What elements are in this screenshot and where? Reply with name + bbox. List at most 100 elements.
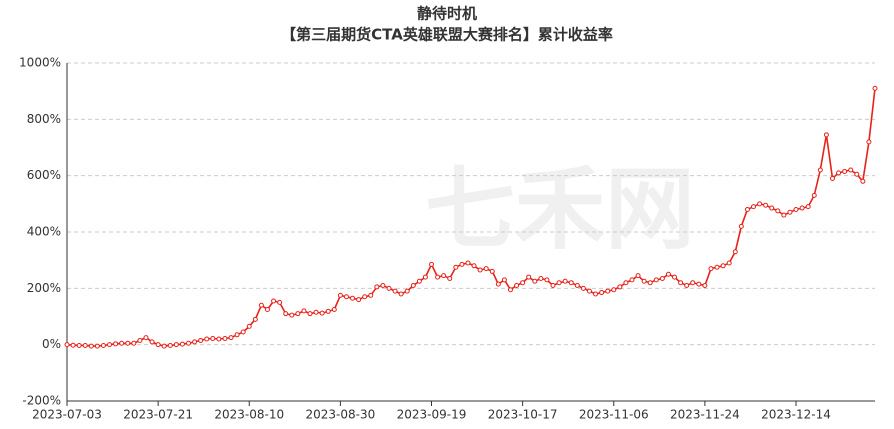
data-point xyxy=(811,192,817,198)
data-point xyxy=(362,294,368,300)
data-point xyxy=(580,285,586,291)
data-point xyxy=(726,260,732,266)
data-point xyxy=(137,337,143,343)
x-tick-label: 2023-08-10 xyxy=(214,408,284,422)
data-point xyxy=(702,283,708,289)
data-point xyxy=(823,132,829,138)
data-point xyxy=(307,311,313,317)
x-tick-label: 2023-10-17 xyxy=(488,408,558,422)
data-point xyxy=(653,277,659,283)
data-point xyxy=(465,260,471,266)
x-tick-label: 2023-08-30 xyxy=(306,408,376,422)
data-point xyxy=(155,342,161,348)
data-point xyxy=(277,299,283,305)
data-point xyxy=(131,340,137,346)
data-point xyxy=(696,281,702,287)
watermark: 七禾网 xyxy=(425,157,695,262)
data-point xyxy=(568,280,574,286)
data-point xyxy=(386,285,392,291)
data-point xyxy=(64,342,70,348)
data-point xyxy=(368,292,374,298)
data-point xyxy=(258,302,264,308)
data-point xyxy=(854,171,860,177)
data-point xyxy=(113,341,119,347)
data-point xyxy=(149,339,155,345)
data-point xyxy=(757,201,763,207)
data-point xyxy=(744,206,750,212)
data-point xyxy=(289,312,295,318)
data-point xyxy=(501,277,507,283)
y-tick-label: 800% xyxy=(27,112,61,126)
data-point xyxy=(665,271,671,277)
data-point xyxy=(659,275,665,281)
data-point xyxy=(301,308,307,314)
data-point xyxy=(271,298,277,304)
data-point xyxy=(82,343,88,349)
data-point xyxy=(860,178,866,184)
data-point xyxy=(453,264,459,270)
y-tick-label: 0% xyxy=(42,337,61,351)
data-point xyxy=(337,292,343,298)
data-point xyxy=(599,290,605,296)
data-point xyxy=(605,288,611,294)
data-point xyxy=(684,283,690,289)
data-point xyxy=(283,311,289,317)
y-tick-label: 1000% xyxy=(19,56,61,70)
data-point xyxy=(829,175,835,181)
data-point xyxy=(252,316,258,322)
data-point xyxy=(447,275,453,281)
data-point xyxy=(544,277,550,283)
data-point xyxy=(441,273,447,279)
data-point xyxy=(526,274,532,280)
x-tick-label: 2023-07-21 xyxy=(123,408,193,422)
data-point xyxy=(495,281,501,287)
chart-subtitle: 【第三届期货CTA英雄联盟大赛排名】累计收益率 xyxy=(281,26,613,44)
data-point xyxy=(88,343,94,349)
data-point xyxy=(787,209,793,215)
data-point xyxy=(720,263,726,269)
data-point xyxy=(143,335,149,341)
data-point xyxy=(769,205,775,211)
data-point xyxy=(100,343,106,349)
data-point xyxy=(216,336,222,342)
data-point xyxy=(586,288,592,294)
data-point xyxy=(538,275,544,281)
data-point xyxy=(380,283,386,289)
data-point xyxy=(173,342,179,348)
data-point xyxy=(805,204,811,210)
data-point xyxy=(410,283,416,289)
y-tick-label: 200% xyxy=(27,281,61,295)
data-point xyxy=(672,274,678,280)
data-point xyxy=(295,311,301,317)
data-point xyxy=(793,206,799,212)
data-point xyxy=(562,278,568,284)
data-point xyxy=(647,280,653,286)
data-point xyxy=(641,278,647,284)
data-point xyxy=(714,264,720,270)
data-point xyxy=(507,287,513,293)
x-tick-label: 2023-09-19 xyxy=(397,408,467,422)
data-point xyxy=(119,340,125,346)
data-point xyxy=(264,306,270,312)
data-point xyxy=(471,263,477,269)
data-point xyxy=(678,280,684,286)
data-point xyxy=(94,343,100,349)
data-point xyxy=(350,295,356,301)
data-point xyxy=(848,167,854,173)
data-point xyxy=(161,343,167,349)
data-point xyxy=(76,343,82,349)
data-point xyxy=(435,274,441,280)
x-tick-label: 2023-11-06 xyxy=(579,408,649,422)
data-point xyxy=(186,340,192,346)
data-point xyxy=(635,273,641,279)
x-tick-label: 2023-11-24 xyxy=(670,408,740,422)
data-point xyxy=(629,277,635,283)
data-point xyxy=(872,85,878,91)
data-point xyxy=(550,283,556,289)
data-point xyxy=(179,341,185,347)
data-point xyxy=(398,291,404,297)
data-point xyxy=(416,278,422,284)
data-point xyxy=(204,336,210,342)
data-point xyxy=(222,335,228,341)
x-tick-label: 2023-07-03 xyxy=(32,408,102,422)
